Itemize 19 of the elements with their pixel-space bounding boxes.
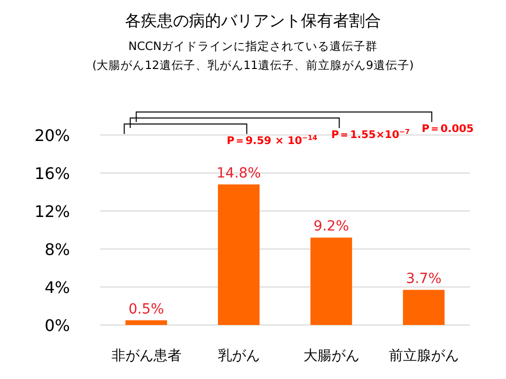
x-tick-label: 非がん患者 [111,348,182,364]
x-tick-label: 大腸がん [303,348,360,364]
data-label: 3.7% [406,270,442,287]
annotation: P＝9.59 × 10$^{−14}$ [226,134,318,147]
data-label: 0.5% [128,301,164,318]
y-tick-label: 16% [34,164,70,183]
y-tick-label: 12% [34,202,70,221]
data-label: 9.2% [313,218,350,235]
annotation: P＝0.005 [422,123,474,135]
chart-title: 各疾患の病的バリアント保有者割合 [125,11,381,30]
y-tick-label: 0% [44,316,70,335]
x-tick-label: 乳がん [218,348,260,364]
y-tick-label: 4% [44,278,70,297]
x-tick-label: 前立腺がん [388,348,459,364]
data-label: 14.8% [216,165,261,182]
chart-subtitle: NCCNガイドラインに指定されている遺伝子群 (大腸がん12遺伝子、乳がん11遺伝子、前立腺がん9遺伝子) [92,39,414,72]
annotation: P＝1.55×10$^{−7}$ [331,128,410,141]
y-tick-label: 20% [34,126,70,145]
y-tick-label: 8% [44,240,70,259]
